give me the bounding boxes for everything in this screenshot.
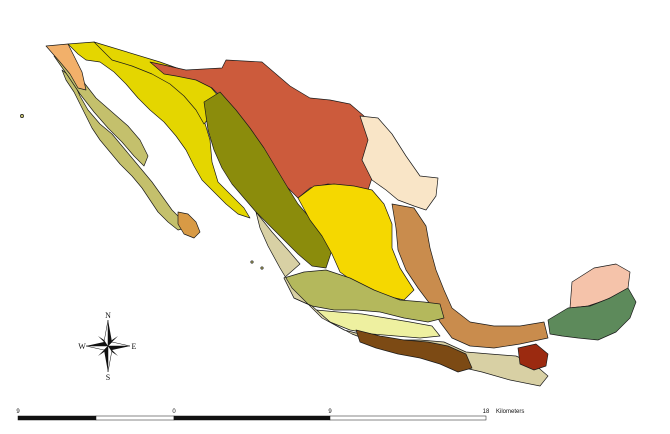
region-baja-tip <box>177 211 201 239</box>
region-northwest-corner <box>45 43 87 91</box>
scale-label-1: 0 <box>172 409 176 415</box>
compass-north-label: N <box>105 311 111 320</box>
island <box>250 260 254 264</box>
scale-bar: 9 0 9 18 Kilometers <box>16 409 524 421</box>
island <box>20 114 24 118</box>
region-sierra-madre-sur <box>355 329 473 373</box>
compass-south-label: S <box>106 373 110 382</box>
region-tamaulipas <box>359 115 439 211</box>
scale-label-0: 9 <box>16 409 20 415</box>
region-yucatan-south <box>547 287 637 341</box>
region-balsas <box>315 309 441 339</box>
region-chiapas <box>517 343 549 371</box>
compass-west-label: W <box>78 342 86 351</box>
region-sierra-madre-occidental <box>203 91 333 269</box>
region-neovolcanic <box>283 269 445 323</box>
compass-east-label: E <box>132 342 137 351</box>
compass-rose: N S E W <box>78 311 136 382</box>
region-baja-california <box>61 69 187 231</box>
island <box>260 266 264 270</box>
scale-unit-label: Kilometers <box>496 409 524 415</box>
region-altiplano <box>297 183 415 301</box>
scale-label-2: 9 <box>328 409 332 415</box>
region-gulf-coast <box>391 203 549 349</box>
scale-label-3: 18 <box>483 409 490 415</box>
